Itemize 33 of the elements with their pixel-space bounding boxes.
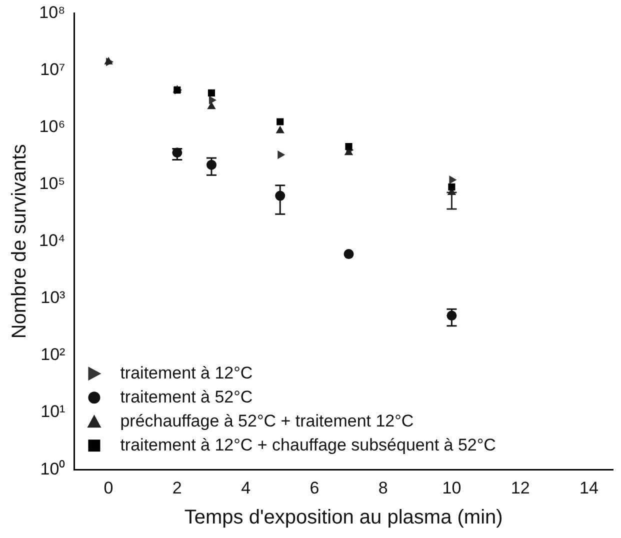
x-axis-title: Temps d'exposition au plasma (min) <box>184 506 503 529</box>
y-tick-label: 10⁰ <box>40 459 66 478</box>
point <box>448 183 456 190</box>
point <box>208 89 216 96</box>
x-tick-label: 0 <box>104 478 114 498</box>
x-tick-label: 12 <box>510 478 530 498</box>
legend-label: traitement à 52°C <box>120 387 253 406</box>
x-tick-label: 4 <box>241 478 251 498</box>
legend-label: traitement à 12°C + chauffage subséquent à 52°C <box>120 435 496 454</box>
legend-label: traitement à 12°C <box>120 363 253 382</box>
point <box>344 249 354 260</box>
x-tick-label: 14 <box>580 478 598 498</box>
y-tick-label: 10⁶ <box>39 116 66 136</box>
x-tick-label: 2 <box>172 478 182 498</box>
point <box>207 102 216 110</box>
legend-label: préchauffage à 52°C + traitement 12°C <box>120 411 414 430</box>
point <box>276 118 284 126</box>
y-tick-label: 10⁷ <box>40 60 66 79</box>
y-tick-label: 10¹ <box>40 402 66 422</box>
point <box>208 96 216 104</box>
x-tick-label: 8 <box>378 478 388 498</box>
x-tick-label: 10 <box>442 478 462 498</box>
y-tick-label: 10⁴ <box>38 231 66 250</box>
y-tick-label: 10³ <box>40 288 66 308</box>
x-tick-label: 6 <box>310 478 320 498</box>
point <box>278 150 286 160</box>
point <box>276 126 284 134</box>
y-axis-title: Nombre de survivants <box>8 144 31 339</box>
y-tick-label: 10⁵ <box>39 174 66 194</box>
y-tick-label: 10⁸ <box>39 2 66 22</box>
point <box>345 143 352 150</box>
y-tick-label: 10² <box>40 345 66 364</box>
point <box>449 176 457 184</box>
